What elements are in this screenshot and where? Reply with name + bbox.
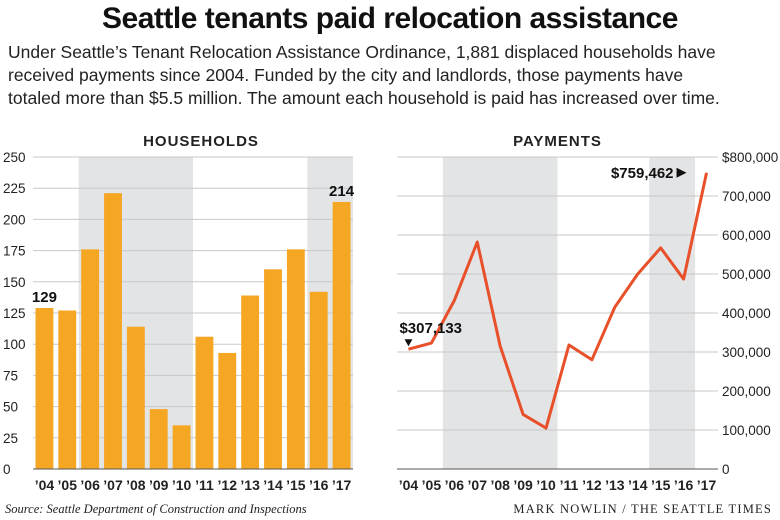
data-label: 214 [329,183,355,200]
x-tick-label: ’12 [582,477,602,493]
bar [126,326,145,469]
x-tick-label: ’07 [103,477,123,493]
x-tick-label: ’09 [513,477,533,493]
page-title: Seattle tenants paid relocation assistan… [102,2,678,35]
x-tick-label: ’11 [195,477,214,493]
bar [58,310,77,469]
x-tick-label: ’09 [149,477,169,493]
x-tick-label: ’13 [605,477,625,493]
bar [149,409,168,469]
x-tick-label: ’05 [58,477,78,493]
y-tick-label: 75 [3,368,18,383]
y-tick-label: 400,000 [722,306,771,321]
chart-title: HOUSEHOLDS [143,133,259,150]
x-tick-label: ’04 [35,477,55,493]
credit-line: MARK NOWLIN / THE SEATTLE TIMES [513,502,772,516]
x-tick-label: ’05 [422,477,442,493]
y-tick-label: 700,000 [722,189,771,204]
x-tick-label: ’13 [240,477,260,493]
bar [35,308,54,469]
y-tick-label: 175 [3,244,26,259]
x-tick-label: ’15 [651,477,671,493]
x-tick-label: ’14 [263,477,283,493]
data-label: $307,133 [399,320,462,337]
x-tick-label: ’17 [332,477,352,493]
bar [241,295,260,469]
intro-line: Under Seattle’s Tenant Relocation Assist… [8,42,716,62]
y-tick-label: 125 [3,306,26,321]
x-tick-label: ’12 [218,477,238,493]
y-tick-label: 0 [722,462,730,477]
x-tick-label: ’06 [80,477,100,493]
y-tick-label: 25 [3,431,18,446]
bar [332,201,351,470]
bar [286,249,305,469]
data-label: 129 [32,289,57,306]
x-tick-label: ’08 [126,477,146,493]
y-tick-label: 300,000 [722,345,771,360]
chart-title: PAYMENTS [513,133,602,150]
pointer-marker [676,167,687,178]
y-tick-label: 100,000 [722,423,771,438]
y-tick-label: 225 [3,181,26,196]
y-tick-label: 0 [3,462,11,477]
intro-line: totaled more than $5.5 million. The amou… [8,88,720,108]
y-tick-label: 200 [3,212,26,227]
x-tick-label: ’08 [490,477,510,493]
y-tick-label: 100 [3,337,26,352]
bar [81,249,100,469]
x-tick-label: ’15 [286,477,306,493]
x-tick-label: ’17 [697,477,717,493]
bar [264,269,282,469]
x-tick-label: ’16 [674,477,694,493]
y-tick-label: 50 [3,400,18,415]
x-tick-label: ’16 [309,477,329,493]
x-tick-label: ’10 [536,477,556,493]
x-tick-label: ’04 [399,477,419,493]
intro-line: received payments since 2004. Funded by … [8,65,684,85]
x-tick-label: ’11 [560,477,579,493]
bar [195,336,214,469]
series-line [408,172,709,430]
x-tick-label: ’14 [628,477,648,493]
source-note: Source: Seattle Department of Constructi… [5,502,307,516]
x-tick-label: ’10 [172,477,192,493]
y-tick-label: 600,000 [722,228,771,243]
pointer-marker [404,339,413,347]
bar [104,193,122,469]
x-tick-label: ’07 [468,477,488,493]
data-label: $759,462 [611,165,674,182]
intro-text: Under Seattle’s Tenant Relocation Assist… [8,41,774,110]
y-tick-label: 200,000 [722,384,771,399]
y-tick-label: 150 [3,275,26,290]
y-tick-label: $800,000 [722,150,778,165]
bar [309,291,328,469]
bar [172,425,191,469]
y-tick-label: 250 [3,150,26,165]
bar [218,352,237,469]
y-tick-label: 500,000 [722,267,771,282]
x-tick-label: ’06 [445,477,465,493]
